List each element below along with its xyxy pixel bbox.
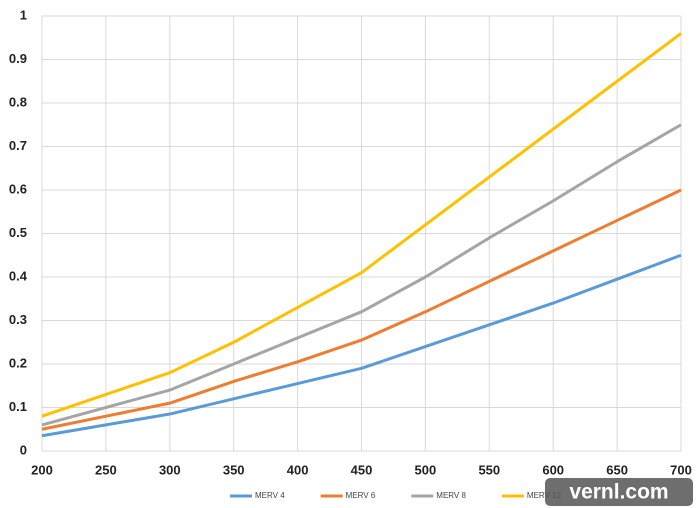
y-tick-label: 0.9 [9,51,27,66]
x-tick-label: 450 [351,462,373,477]
y-tick-label: 0.2 [9,355,27,370]
legend-item: MERV 6 [320,491,376,500]
x-tick-label: 200 [31,462,53,477]
x-tick-label: 350 [223,462,245,477]
watermark-text: vernl.com [569,481,668,504]
legend-item: MERV 4 [230,491,285,500]
data-line [41,123,682,427]
y-tick-label: 1 [20,7,27,22]
legend-label: MERV 4 [255,491,285,500]
legend-label: MERV 12 [527,491,562,500]
y-tick-label: 0.8 [9,94,27,109]
x-tick-label: 650 [606,462,628,477]
y-tick-label: 0.5 [9,225,27,240]
x-tick-label: 300 [159,462,181,477]
data-line [41,253,682,438]
watermark-box [545,478,693,506]
x-tick-label: 500 [415,462,437,477]
y-tick-label: 0.1 [9,399,27,414]
x-tick-label: 550 [478,462,500,477]
y-tick-label: 0.4 [9,268,28,283]
legend-item: MERV 12 [501,491,562,500]
x-tick-label: 400 [287,462,309,477]
legend-item: MERV 8 [411,491,466,500]
x-tick-label: 700 [670,462,692,477]
x-tick-label: 250 [95,462,117,477]
y-tick-label: 0.6 [9,181,27,196]
x-tick-label: 600 [542,462,564,477]
data-line [41,188,682,431]
y-tick-label: 0 [20,442,27,457]
data-line [41,32,682,418]
legend-label: MERV 8 [436,491,466,500]
watermark: vernl.com [545,478,693,506]
y-tick-label: 0.3 [9,312,27,327]
y-tick-label: 0.7 [9,138,27,153]
legend-label: MERV 6 [346,491,376,500]
legend: MERV 4 MERV 6 MERV 8 MERV 12 [230,491,562,500]
